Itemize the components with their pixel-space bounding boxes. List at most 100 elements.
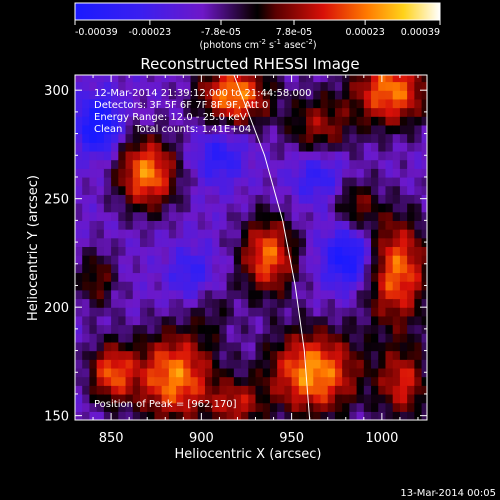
heatmap-cell [414, 359, 423, 369]
heatmap-cell [82, 194, 91, 204]
heatmap-cell [306, 98, 314, 109]
heatmap-cell [82, 385, 91, 395]
heatmap-cell [147, 124, 156, 135]
heatmap-cell [371, 255, 379, 265]
heatmap-cell [269, 246, 278, 256]
heatmap-cell [399, 272, 408, 282]
heatmap-cell [291, 203, 300, 213]
heatmap-cell [161, 176, 170, 187]
heatmap-cell [111, 133, 119, 143]
heatmap-cell [262, 393, 271, 404]
heatmap-cell [241, 116, 249, 126]
heatmap-cell [204, 211, 213, 221]
heatmap-cell [385, 237, 394, 248]
heatmap-cell [226, 359, 235, 369]
heatmap-cell [306, 133, 314, 143]
heatmap-cell [255, 324, 264, 334]
heatmap-cell [248, 75, 257, 83]
heatmap-cell [111, 341, 119, 352]
heatmap-cell [313, 90, 322, 100]
heatmap-cell [204, 367, 213, 378]
heatmap-cell [269, 333, 278, 343]
heatmap-cell [378, 220, 387, 230]
heatmap-cell [327, 307, 336, 317]
heatmap-cell [414, 367, 423, 378]
heatmap-cell [96, 98, 105, 109]
heatmap-cell [241, 81, 249, 91]
heatmap-cell [132, 194, 141, 204]
heatmap-cell [212, 107, 221, 117]
colorbar-tick-label: 0.00023 [345, 27, 384, 38]
heatmap-cell [168, 98, 177, 109]
heatmap-cell [269, 133, 278, 143]
heatmap-cell [75, 246, 83, 256]
heatmap-cell [212, 359, 221, 369]
y-tick-label: 300 [44, 84, 69, 99]
heatmap-cell [414, 315, 423, 326]
heatmap-cell [132, 298, 141, 308]
heatmap-cell [378, 116, 387, 126]
heatmap-cell [399, 315, 408, 326]
heatmap-cell [291, 255, 300, 265]
heatmap-cell [125, 81, 134, 91]
heatmap-cell [75, 289, 83, 300]
heatmap-cell [168, 203, 177, 213]
heatmap-cell [219, 263, 228, 274]
heatmap-cell [96, 281, 105, 291]
heatmap-cell [363, 402, 372, 412]
heatmap-cell [139, 255, 148, 265]
heatmap-cell [132, 281, 141, 291]
heatmap-cell [255, 376, 264, 386]
heatmap-cell [407, 168, 415, 178]
heatmap-cell [255, 393, 264, 404]
heatmap-cell [378, 367, 387, 378]
heatmap-cell [371, 393, 379, 404]
heatmap-cell [154, 159, 163, 169]
heatmap-cell [255, 168, 264, 178]
heatmap-cell [342, 289, 350, 300]
heatmap-cell [269, 289, 278, 300]
heatmap-cell [75, 281, 83, 291]
heatmap-cell [226, 246, 235, 256]
heatmap-cell [125, 75, 134, 83]
heatmap-cell [399, 159, 408, 169]
heatmap-cell [378, 150, 387, 161]
heatmap-cell [414, 385, 423, 395]
heatmap-cell [168, 263, 177, 274]
heatmap-cell [371, 90, 379, 100]
heatmap-cell [277, 281, 285, 291]
heatmap-cell [125, 307, 134, 317]
heatmap-cell [75, 315, 83, 326]
heatmap-cell [306, 402, 314, 412]
heatmap-cell [356, 341, 365, 352]
heatmap-cell [103, 263, 112, 274]
heatmap-cell [154, 376, 163, 386]
heatmap-cell [414, 75, 423, 83]
heatmap-cell [371, 159, 379, 169]
heatmap-cell [183, 90, 192, 100]
heatmap-cell [334, 168, 343, 178]
heatmap-cell [313, 393, 322, 404]
heatmap-cell [371, 350, 379, 360]
heatmap-cell [89, 229, 98, 239]
heatmap-cell [378, 237, 387, 248]
heatmap-cell [219, 307, 228, 317]
heatmap-cell [356, 133, 365, 143]
heatmap-cell [241, 298, 249, 308]
heatmap-cell [197, 150, 206, 161]
heatmap-cell [378, 307, 387, 317]
heatmap-cell [342, 255, 350, 265]
heatmap-cell [327, 359, 336, 369]
heatmap-cell [139, 367, 148, 378]
heatmap-cell [363, 98, 372, 109]
heatmap-cell [125, 124, 134, 135]
heatmap-cell [407, 350, 415, 360]
heatmap-cell [392, 159, 401, 169]
heatmap-cell [132, 90, 141, 100]
heatmap-cell [399, 263, 408, 274]
heatmap-cell [168, 133, 177, 143]
heatmap-cell [125, 324, 134, 334]
heatmap-cell [320, 324, 329, 334]
heatmap-cell [204, 272, 213, 282]
